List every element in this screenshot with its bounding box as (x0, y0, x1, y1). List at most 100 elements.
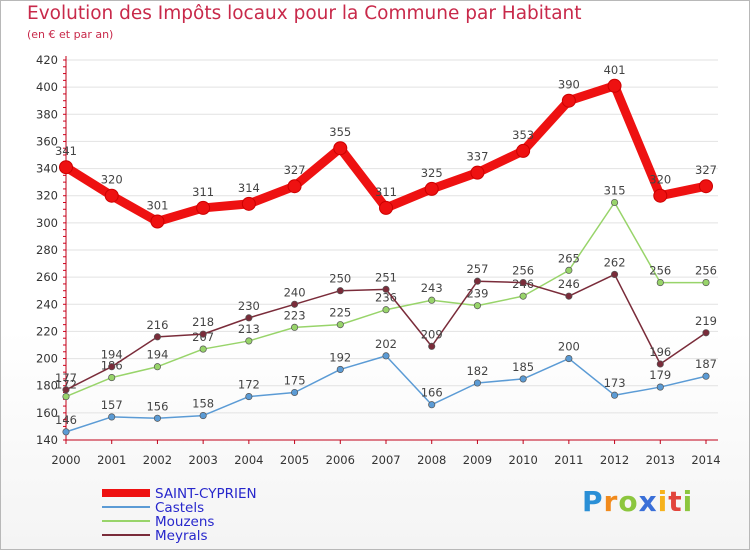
legend-label-castels: Castels (155, 500, 204, 516)
y-tick-label: 340 (36, 162, 58, 176)
data-point (382, 306, 390, 314)
data-label: 390 (558, 78, 580, 92)
data-label: 172 (55, 378, 77, 392)
data-point (379, 200, 393, 215)
data-label: 301 (146, 199, 168, 213)
data-point (108, 374, 116, 382)
data-label: 192 (329, 350, 351, 364)
series-line (65, 355, 707, 433)
data-point (519, 279, 527, 287)
data-label: 146 (55, 413, 77, 427)
y-tick-label: 260 (36, 270, 58, 284)
legend-label-mouzens: Mouzens (155, 514, 214, 530)
data-label: 158 (192, 397, 214, 411)
data-point (702, 372, 710, 380)
data-point (653, 188, 668, 203)
legend-label-saint-cyprien: SAINT-CYPRIEN (155, 486, 257, 502)
data-point (428, 296, 436, 304)
data-point (607, 78, 622, 93)
data-point (241, 196, 256, 211)
data-label: 256 (695, 264, 717, 278)
y-tick-label: 400 (36, 80, 58, 94)
data-label: 230 (238, 299, 260, 313)
data-label: 187 (695, 357, 717, 371)
data-label: 218 (192, 315, 214, 329)
y-tick-label: 300 (36, 216, 58, 230)
data-point (565, 266, 573, 274)
data-label: 265 (558, 251, 580, 265)
x-tick-label: 2003 (189, 453, 218, 467)
data-label: 320 (101, 173, 123, 187)
data-label: 182 (466, 364, 488, 378)
data-point (565, 292, 573, 300)
y-tick-label: 220 (36, 324, 58, 338)
data-point (424, 181, 439, 196)
data-point (656, 279, 664, 287)
y-tick-label: 420 (36, 53, 58, 67)
x-tick-label: 2008 (417, 453, 446, 467)
data-point (336, 321, 344, 329)
data-point (516, 143, 531, 158)
x-tick-label: 2006 (326, 453, 355, 467)
data-label: 172 (238, 378, 260, 392)
data-label: 185 (512, 360, 534, 374)
data-point (196, 200, 211, 215)
data-label: 240 (284, 285, 306, 299)
data-label: 341 (55, 144, 77, 158)
data-point (104, 188, 119, 203)
data-label: 256 (649, 264, 671, 278)
data-point (611, 391, 619, 399)
data-point (150, 214, 165, 229)
data-point (565, 355, 573, 363)
x-tick-label: 2007 (371, 453, 400, 467)
x-tick-label: 2011 (554, 453, 583, 467)
data-label: 239 (466, 287, 488, 301)
data-point (699, 179, 713, 194)
data-label: 179 (649, 368, 671, 382)
y-tick-label: 200 (36, 352, 58, 366)
data-point (473, 277, 481, 285)
data-point (199, 412, 207, 420)
data-label: 194 (146, 348, 168, 362)
data-point (245, 314, 253, 322)
x-tick-label: 2001 (97, 453, 126, 467)
x-tick-label: 2005 (280, 453, 309, 467)
x-tick-label: 2014 (691, 453, 720, 467)
series-mouzens: 1721861942072132232252362432392462653152… (55, 184, 717, 401)
data-point (108, 363, 116, 371)
data-label: 156 (146, 399, 168, 413)
data-point (519, 375, 527, 383)
data-point (245, 337, 253, 345)
x-tick-label: 2000 (51, 453, 80, 467)
data-label: 311 (375, 185, 397, 199)
data-point (291, 388, 299, 397)
data-point (702, 279, 710, 287)
data-point (428, 342, 436, 350)
data-label: 250 (329, 272, 351, 286)
data-point (561, 93, 576, 108)
data-label: 246 (558, 277, 580, 291)
chart-title: Evolution des Impôts locaux pour la Comm… (27, 3, 582, 24)
data-point (245, 393, 253, 401)
data-label: 257 (466, 262, 488, 276)
data-point (611, 270, 619, 278)
data-label: 243 (421, 281, 443, 295)
data-point (382, 285, 390, 293)
data-label: 256 (512, 264, 534, 278)
y-tick-label: 140 (36, 433, 58, 447)
data-point (473, 302, 481, 310)
data-point (59, 160, 73, 175)
data-label: 173 (604, 376, 626, 390)
series-meyrals: 177 194 216 218 230 240 250 251 209 257 256 246 262 1… (55, 255, 717, 394)
data-label: 314 (238, 181, 260, 195)
data-point (519, 292, 527, 300)
data-point (62, 393, 70, 401)
y-tick-label: 380 (36, 107, 58, 121)
data-label: 320 (649, 173, 671, 187)
x-tick-label: 2004 (234, 453, 263, 467)
data-point (333, 141, 348, 156)
data-point (153, 363, 161, 371)
x-tick-label: 2012 (600, 453, 629, 467)
data-point (153, 333, 161, 341)
